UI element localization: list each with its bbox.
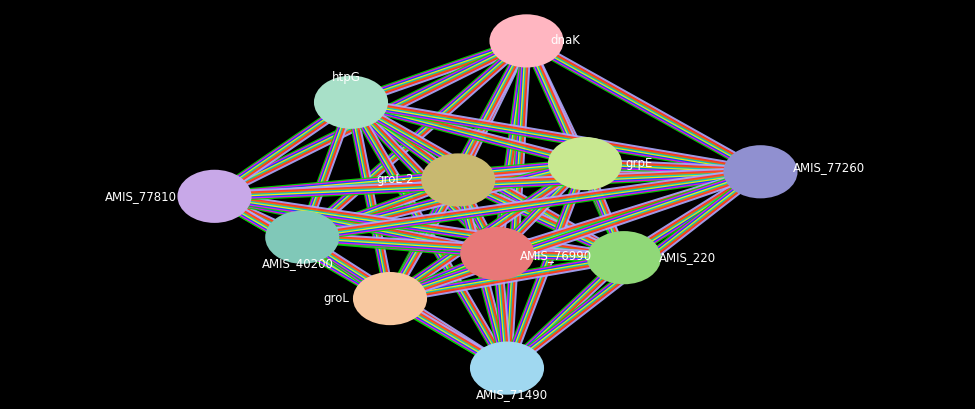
Ellipse shape [314, 76, 388, 129]
Ellipse shape [421, 153, 495, 207]
Text: AMIS_220: AMIS_220 [659, 251, 716, 264]
Ellipse shape [587, 231, 661, 284]
Ellipse shape [177, 170, 252, 223]
Ellipse shape [489, 14, 564, 67]
Text: groL: groL [324, 292, 349, 305]
Text: AMIS_77260: AMIS_77260 [793, 161, 865, 174]
Text: dnaK: dnaK [551, 34, 580, 47]
Text: AMIS_71490: AMIS_71490 [476, 388, 548, 401]
Ellipse shape [548, 137, 622, 190]
Text: AMIS_40200: AMIS_40200 [261, 257, 333, 270]
Ellipse shape [353, 272, 427, 325]
Ellipse shape [460, 227, 534, 280]
Text: groL-2: groL-2 [376, 173, 413, 187]
Ellipse shape [265, 211, 339, 264]
Text: AMIS_76990: AMIS_76990 [520, 249, 592, 262]
Text: htpG: htpG [332, 71, 361, 84]
Text: AMIS_77810: AMIS_77810 [105, 190, 177, 203]
Text: grpE: grpE [625, 157, 652, 170]
Ellipse shape [723, 145, 798, 198]
Ellipse shape [470, 342, 544, 395]
